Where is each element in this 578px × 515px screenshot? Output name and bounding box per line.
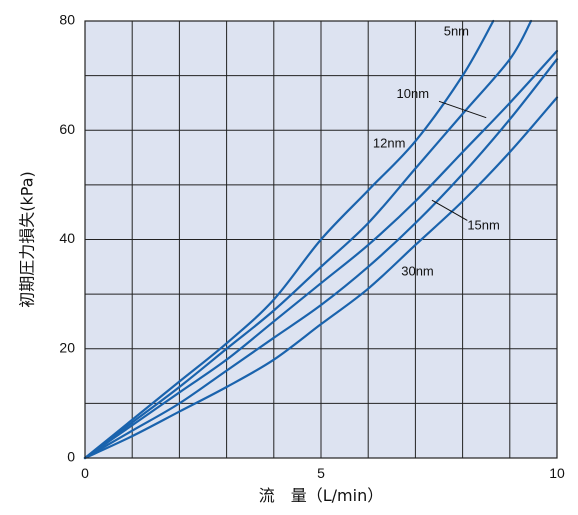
leader-line-10nm — [438, 100, 487, 119]
y-axis-title: 初期圧力損失(kPa) — [18, 171, 37, 308]
series-label-15nm: 15nm — [467, 217, 500, 232]
series-lines — [83, 19, 559, 460]
series-label-10nm: 10nm — [397, 86, 430, 101]
grid-lines — [85, 21, 557, 458]
series-label-12nm: 12nm — [373, 135, 406, 150]
series-line-15nm — [83, 58, 559, 460]
series-line-5nm — [83, 19, 495, 460]
series-line-12nm — [83, 49, 559, 460]
x-tick-label: 5 — [317, 465, 325, 481]
series-label-5nm: 5nm — [444, 23, 469, 38]
y-tick-label: 80 — [59, 12, 75, 28]
leader-line-15nm — [431, 199, 468, 221]
series-line-30nm — [83, 96, 559, 460]
plot-frame — [84, 20, 558, 459]
y-tick-label: 0 — [67, 449, 75, 465]
tick-labels: 0 5 10 0 20 40 60 80 — [59, 12, 565, 481]
x-tick-label: 0 — [81, 465, 89, 481]
series-label-30nm: 30nm — [401, 264, 434, 279]
y-tick-label: 40 — [59, 230, 75, 246]
y-tick-label: 20 — [59, 339, 75, 355]
y-tick-label: 60 — [59, 121, 75, 137]
series-labels: 5nm 10nm 12nm 15nm 30nm — [373, 23, 500, 278]
series-line-10nm — [83, 19, 533, 460]
x-tick-label: 10 — [549, 465, 565, 481]
x-axis-title: 流 量（L/min） — [259, 486, 383, 505]
